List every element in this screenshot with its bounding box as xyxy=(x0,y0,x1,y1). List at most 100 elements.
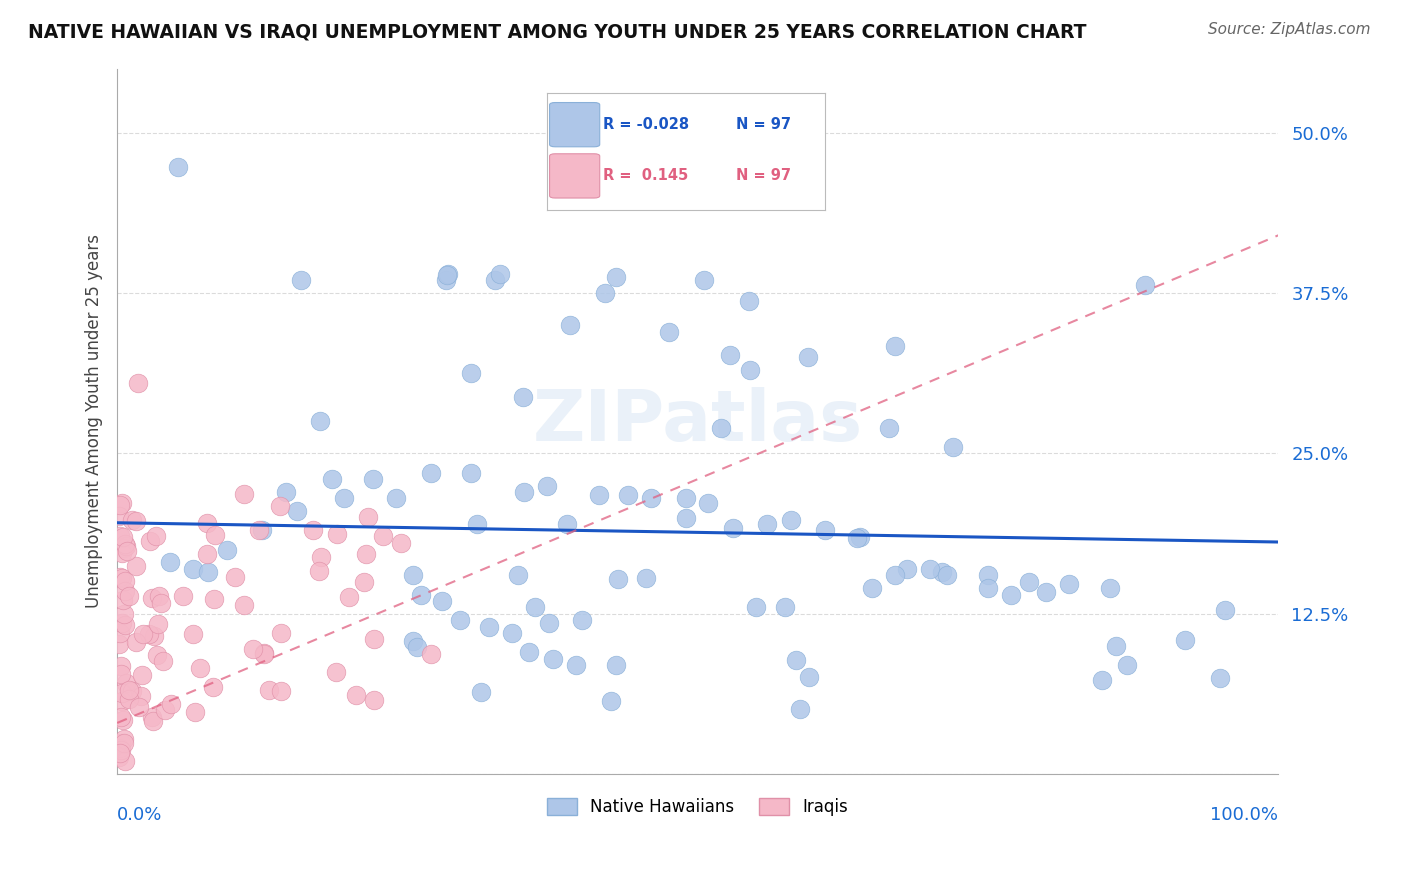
Point xyxy=(290,273,312,287)
Point xyxy=(849,530,872,544)
Point xyxy=(710,421,733,435)
Text: 100.0%: 100.0% xyxy=(1211,806,1278,824)
Point xyxy=(153,703,176,717)
Point xyxy=(115,544,138,558)
Point xyxy=(166,161,188,175)
Point xyxy=(252,646,274,660)
Point xyxy=(779,513,801,527)
Point xyxy=(541,652,564,666)
Point xyxy=(160,698,183,712)
Point xyxy=(419,466,441,480)
Point xyxy=(112,593,135,607)
Point xyxy=(308,564,330,578)
Point xyxy=(118,590,141,604)
Text: 0.0%: 0.0% xyxy=(117,806,163,824)
Point xyxy=(172,589,194,603)
Point xyxy=(593,286,616,301)
Point xyxy=(1209,671,1232,685)
Point xyxy=(110,736,132,750)
Point xyxy=(361,472,384,486)
Point xyxy=(640,491,662,506)
Point xyxy=(363,693,385,707)
Point xyxy=(536,478,558,492)
Point xyxy=(478,620,501,634)
Point xyxy=(696,496,718,510)
Point xyxy=(745,600,768,615)
Point xyxy=(789,702,811,716)
Point xyxy=(128,700,150,714)
Point xyxy=(432,594,454,608)
Point xyxy=(738,294,761,309)
Point xyxy=(202,592,225,607)
Point xyxy=(326,527,349,541)
Point xyxy=(1057,577,1080,591)
Point xyxy=(224,570,246,584)
Point xyxy=(411,588,433,602)
Point xyxy=(918,562,941,576)
Point xyxy=(242,641,264,656)
Point xyxy=(114,574,136,588)
Point xyxy=(785,652,807,666)
Point xyxy=(142,629,165,643)
Point xyxy=(877,421,900,435)
Point xyxy=(555,516,578,531)
Point xyxy=(371,529,394,543)
Point xyxy=(139,533,162,548)
Point xyxy=(931,565,953,579)
Point xyxy=(773,600,796,615)
Point xyxy=(145,529,167,543)
Point xyxy=(141,591,163,605)
Point xyxy=(129,690,152,704)
Point xyxy=(138,627,160,641)
Point xyxy=(512,485,534,500)
Point xyxy=(896,562,918,576)
Point xyxy=(150,596,173,610)
Point xyxy=(114,537,136,551)
Point xyxy=(605,270,627,285)
Point xyxy=(148,589,170,603)
Point xyxy=(253,647,276,661)
Point xyxy=(797,670,820,684)
Point xyxy=(115,675,138,690)
Point xyxy=(159,555,181,569)
Point xyxy=(114,584,136,599)
Point xyxy=(658,325,681,339)
Point xyxy=(512,390,534,404)
Point xyxy=(117,691,139,706)
Point xyxy=(434,273,457,287)
Point xyxy=(883,339,905,353)
Point xyxy=(470,685,492,699)
Point xyxy=(188,660,211,674)
Point xyxy=(112,607,135,621)
Point xyxy=(1213,603,1236,617)
Point xyxy=(860,581,883,595)
Point xyxy=(111,686,134,700)
Point xyxy=(846,531,869,545)
Point xyxy=(506,568,529,582)
Point xyxy=(111,530,134,544)
Y-axis label: Unemployment Among Youth under 25 years: Unemployment Among Youth under 25 years xyxy=(86,235,103,608)
Text: ZIPatlas: ZIPatlas xyxy=(533,387,863,456)
Point xyxy=(977,568,1000,582)
Point xyxy=(110,740,132,755)
Point xyxy=(402,634,425,648)
Point xyxy=(121,513,143,527)
Point xyxy=(110,743,132,757)
Point xyxy=(571,613,593,627)
Point xyxy=(600,694,623,708)
Point xyxy=(141,710,163,724)
Point xyxy=(309,550,332,565)
Point xyxy=(419,647,441,661)
Point xyxy=(617,487,640,501)
Point xyxy=(344,688,367,702)
Point xyxy=(1174,632,1197,647)
Point xyxy=(501,626,523,640)
Point xyxy=(195,547,218,561)
Point xyxy=(114,755,136,769)
Point xyxy=(524,600,547,615)
Point xyxy=(108,637,131,651)
Point xyxy=(108,625,131,640)
Point xyxy=(436,268,458,283)
Point xyxy=(110,710,132,724)
Point xyxy=(558,318,581,333)
